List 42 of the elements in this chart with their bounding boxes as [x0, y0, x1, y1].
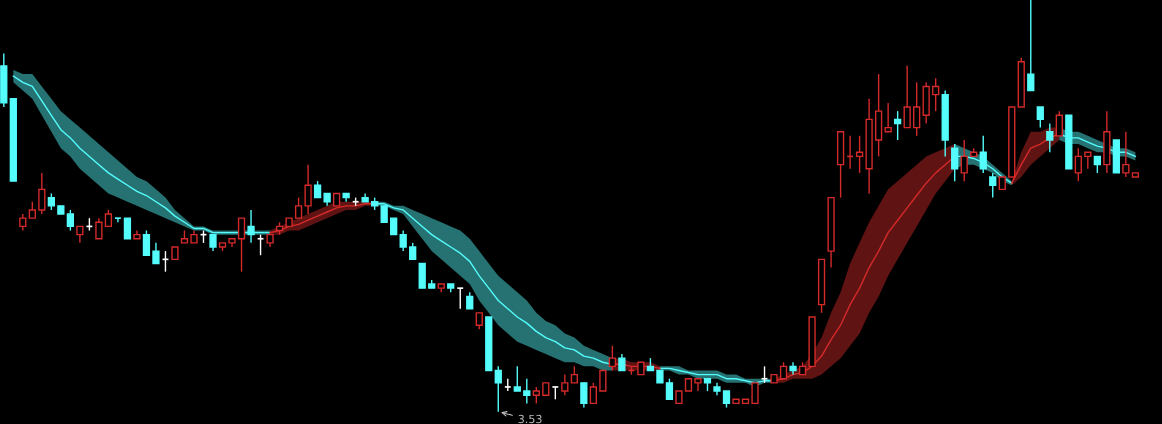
candlestick — [665, 378, 674, 400]
candlestick — [1027, 0, 1035, 92]
candlestick — [304, 163, 312, 215]
candlestick — [599, 369, 607, 392]
candlestick — [979, 135, 987, 174]
candlestick — [913, 81, 921, 137]
candlestick — [237, 217, 246, 273]
candlestick — [608, 345, 617, 372]
candlestick — [456, 287, 465, 310]
candlestick — [399, 229, 407, 252]
candlestick — [1122, 131, 1130, 178]
candlestick — [1046, 122, 1054, 154]
candlestick — [256, 233, 265, 256]
candlestick — [960, 139, 968, 182]
candlestick — [247, 209, 255, 244]
candlestick — [894, 110, 902, 141]
candlestick — [114, 217, 122, 223]
candlestick — [152, 242, 160, 265]
candlestick — [884, 102, 892, 133]
candlestick — [903, 65, 911, 129]
candlestick — [66, 209, 75, 232]
candlestick — [38, 172, 46, 215]
candlestick — [561, 373, 569, 396]
candlestick — [1074, 147, 1082, 182]
candlestick — [751, 382, 759, 405]
candlestick — [142, 229, 151, 256]
candlestick — [932, 77, 940, 112]
candlestick — [580, 382, 588, 409]
candlestick — [1084, 151, 1092, 170]
candlestick — [95, 217, 103, 240]
candlestick — [589, 382, 598, 405]
candlestick — [523, 378, 531, 405]
candlestick — [855, 135, 864, 174]
candlestick — [951, 143, 959, 182]
candlestick — [123, 217, 132, 240]
candlestick — [513, 365, 521, 392]
text: 3.53 — [518, 414, 542, 424]
candlestick — [989, 172, 997, 199]
candlestick — [494, 365, 502, 413]
candlestick — [294, 196, 303, 219]
candlestick — [789, 361, 797, 376]
candlestick — [1036, 106, 1044, 129]
